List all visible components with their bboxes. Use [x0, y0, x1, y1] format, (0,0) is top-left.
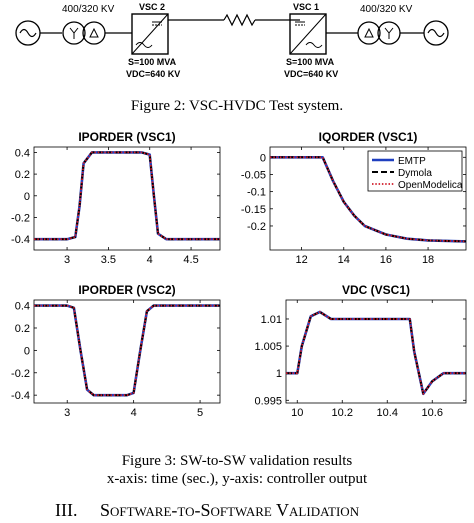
- plot-frame: [33, 299, 221, 404]
- x-tick-label: 4: [147, 254, 153, 266]
- y-tick-label: 0.4: [15, 301, 30, 313]
- vsc2-rating-s: S=100 MVA: [128, 57, 177, 67]
- chart-iqorder-vsc1: IQORDER (VSC1) 12 14 16 18 -0.2 -0.15 -0.1 -0.05…: [241, 130, 467, 266]
- chart-title: IPORDER (VSC2): [78, 283, 175, 297]
- legend-label: EMTP: [398, 156, 426, 167]
- vsc1-label: VSC 1: [293, 2, 320, 12]
- vsc1-rating-vdc: VDC=640 KV: [284, 69, 339, 79]
- y-tick-label: 0: [24, 191, 30, 203]
- series-line-openmodelica: [286, 310, 466, 395]
- section-heading: III. Software-to-Software Validation: [55, 500, 360, 520]
- figure3-caption-line1: Figure 3: SW-to-SW validation results: [121, 453, 353, 469]
- series-line-openmodelica: [270, 156, 467, 243]
- chart-iporder-vsc1: IPORDER (VSC1) 3 3.5 4 4.5 -0.4 -0.2 0 0.2 0.4: [11, 130, 221, 266]
- x-tick-label: 3.5: [101, 254, 116, 266]
- y-tick-label: -0.4: [11, 234, 30, 246]
- y-tick-label: -0.1: [247, 187, 266, 199]
- x-tick-label: 3: [64, 407, 70, 419]
- y-tick-label: 1.01: [261, 314, 282, 326]
- y-tick-label: -0.2: [11, 368, 30, 380]
- x-tick-label: 12: [295, 254, 307, 266]
- y-tick-label: 0.4: [15, 147, 30, 159]
- y-tick-label: -0.2: [11, 212, 30, 224]
- legend-label: Dymola: [398, 168, 432, 179]
- y-tick-label: 1: [276, 368, 282, 380]
- y-tick-label: 0: [260, 152, 266, 164]
- x-tick-label: 10.6: [422, 407, 443, 419]
- chart-title: IQORDER (VSC1): [319, 130, 418, 144]
- x-tick-label: 16: [380, 254, 392, 266]
- plot-frame: [285, 299, 467, 404]
- left-voltage-label: 400/320 KV: [62, 4, 115, 15]
- x-tick-label: 4.5: [183, 254, 198, 266]
- right-voltage-label: 400/320 KV: [360, 4, 413, 15]
- y-tick-label: 0.2: [15, 169, 30, 181]
- series-line-dymola: [286, 310, 466, 395]
- y-tick-label: -0.2: [247, 221, 266, 233]
- y-tick-label: 1.005: [254, 341, 282, 353]
- series-line-dymola: [34, 304, 220, 397]
- y-tick-label: 0: [24, 345, 30, 357]
- x-tick-label: 10.4: [377, 407, 398, 419]
- x-tick-label: 18: [422, 254, 434, 266]
- plot-frame: [33, 146, 221, 251]
- x-tick-label: 5: [197, 407, 203, 419]
- chart-iporder-vsc2: IPORDER (VSC2) 3 4 5 -0.4 -0.2 0 0.2 0.4: [11, 283, 221, 419]
- y-tick-label: -0.4: [11, 390, 30, 402]
- x-tick-label: 3: [64, 254, 70, 266]
- x-tick-label: 14: [338, 254, 350, 266]
- series-line-openmodelica: [34, 151, 220, 241]
- vsc2-rating-vdc: VDC=640 KV: [126, 69, 181, 79]
- figure3-caption-line2: x-axis: time (sec.), y-axis: controller …: [106, 471, 368, 487]
- y-tick-label: 0.2: [15, 323, 30, 335]
- chart-title: IPORDER (VSC1): [78, 130, 175, 144]
- y-tick-label: -0.05: [241, 169, 266, 181]
- y-tick-label: -0.15: [241, 204, 266, 216]
- chart-title: VDC (VSC1): [342, 283, 410, 297]
- y-tick-label: 0.995: [254, 395, 282, 407]
- system-diagram-drawing: [15, 13, 449, 55]
- system-diagram: 400/320 KV 400/320 KV VSC 2 VSC 1 S=100 …: [0, 0, 474, 92]
- chart-vdc-vsc1: VDC (VSC1) 10 10.2 10.4 10.6 0.995 1 1.005 1.01: [254, 283, 467, 419]
- vsc2-label: VSC 2: [139, 2, 166, 12]
- x-tick-label: 4: [131, 407, 137, 419]
- x-tick-label: 10: [291, 407, 303, 419]
- figure2-caption: Figure 2: VSC-HVDC Test system.: [130, 98, 344, 114]
- vsc1-rating-s: S=100 MVA: [286, 57, 335, 67]
- legend-label: OpenModelica: [398, 180, 463, 191]
- x-tick-label: 10.2: [332, 407, 353, 419]
